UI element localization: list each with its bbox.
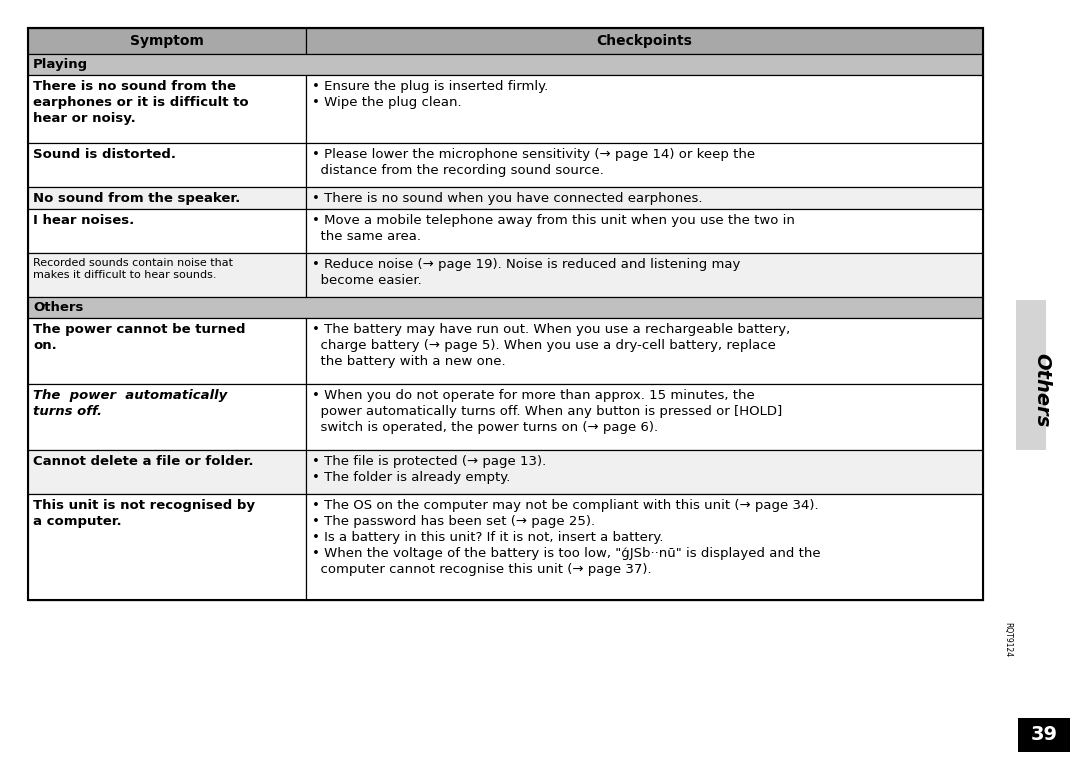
Text: Playing: Playing <box>33 58 89 71</box>
Text: No sound from the speaker.: No sound from the speaker. <box>33 192 240 205</box>
Text: Sound is distorted.: Sound is distorted. <box>33 148 176 161</box>
Text: • The battery may have run out. When you use a rechargeable battery,
  charge ba: • The battery may have run out. When you… <box>312 323 791 368</box>
Text: • When you do not operate for more than approx. 15 minutes, the
  power automati: • When you do not operate for more than … <box>312 389 782 434</box>
Bar <box>28 54 983 75</box>
Bar <box>306 318 983 384</box>
Bar <box>306 28 983 54</box>
Text: The  power  automatically
turns off.: The power automatically turns off. <box>33 389 227 418</box>
Text: Others: Others <box>1032 353 1052 427</box>
Text: • Please lower the microphone sensitivity (→ page 14) or keep the
  distance fro: • Please lower the microphone sensitivit… <box>312 148 755 177</box>
Text: • Move a mobile telephone away from this unit when you use the two in
  the same: • Move a mobile telephone away from this… <box>312 214 795 243</box>
Bar <box>28 28 983 600</box>
Text: RQT9124: RQT9124 <box>1003 623 1013 657</box>
Bar <box>28 450 306 494</box>
Text: • The OS on the computer may not be compliant with this unit (→ page 34).
• The : • The OS on the computer may not be comp… <box>312 499 821 576</box>
Text: Cannot delete a file or folder.: Cannot delete a file or folder. <box>33 455 254 468</box>
Text: This unit is not recognised by
a computer.: This unit is not recognised by a compute… <box>33 499 255 528</box>
Bar <box>28 318 306 384</box>
Bar <box>306 187 983 209</box>
Bar <box>28 143 306 187</box>
Bar <box>28 297 983 318</box>
Bar <box>1018 718 1070 752</box>
Bar <box>28 253 306 297</box>
Text: There is no sound from the
earphones or it is difficult to
hear or noisy.: There is no sound from the earphones or … <box>33 80 248 125</box>
Text: 39: 39 <box>1030 725 1057 745</box>
Text: I hear noises.: I hear noises. <box>33 214 134 227</box>
Bar <box>306 450 983 494</box>
Text: Others: Others <box>33 301 83 314</box>
Bar <box>1016 300 1047 450</box>
Text: • Ensure the plug is inserted firmly.
• Wipe the plug clean.: • Ensure the plug is inserted firmly. • … <box>312 80 549 109</box>
Text: • There is no sound when you have connected earphones.: • There is no sound when you have connec… <box>312 192 702 205</box>
Bar <box>306 253 983 297</box>
Text: The power cannot be turned
on.: The power cannot be turned on. <box>33 323 245 352</box>
Bar <box>28 187 306 209</box>
Text: Recorded sounds contain noise that
makes it difficult to hear sounds.: Recorded sounds contain noise that makes… <box>33 258 233 280</box>
Bar <box>28 75 306 143</box>
Bar <box>28 209 306 253</box>
Bar <box>306 143 983 187</box>
Bar <box>306 75 983 143</box>
Bar <box>28 384 306 450</box>
Text: Checkpoints: Checkpoints <box>596 34 692 48</box>
Bar <box>306 209 983 253</box>
Text: • Reduce noise (→ page 19). Noise is reduced and listening may
  become easier.: • Reduce noise (→ page 19). Noise is red… <box>312 258 741 287</box>
Bar <box>306 494 983 600</box>
Text: Symptom: Symptom <box>130 34 204 48</box>
Text: • The file is protected (→ page 13).
• The folder is already empty.: • The file is protected (→ page 13). • T… <box>312 455 546 484</box>
Bar <box>28 28 306 54</box>
Bar <box>306 384 983 450</box>
Bar <box>28 494 306 600</box>
